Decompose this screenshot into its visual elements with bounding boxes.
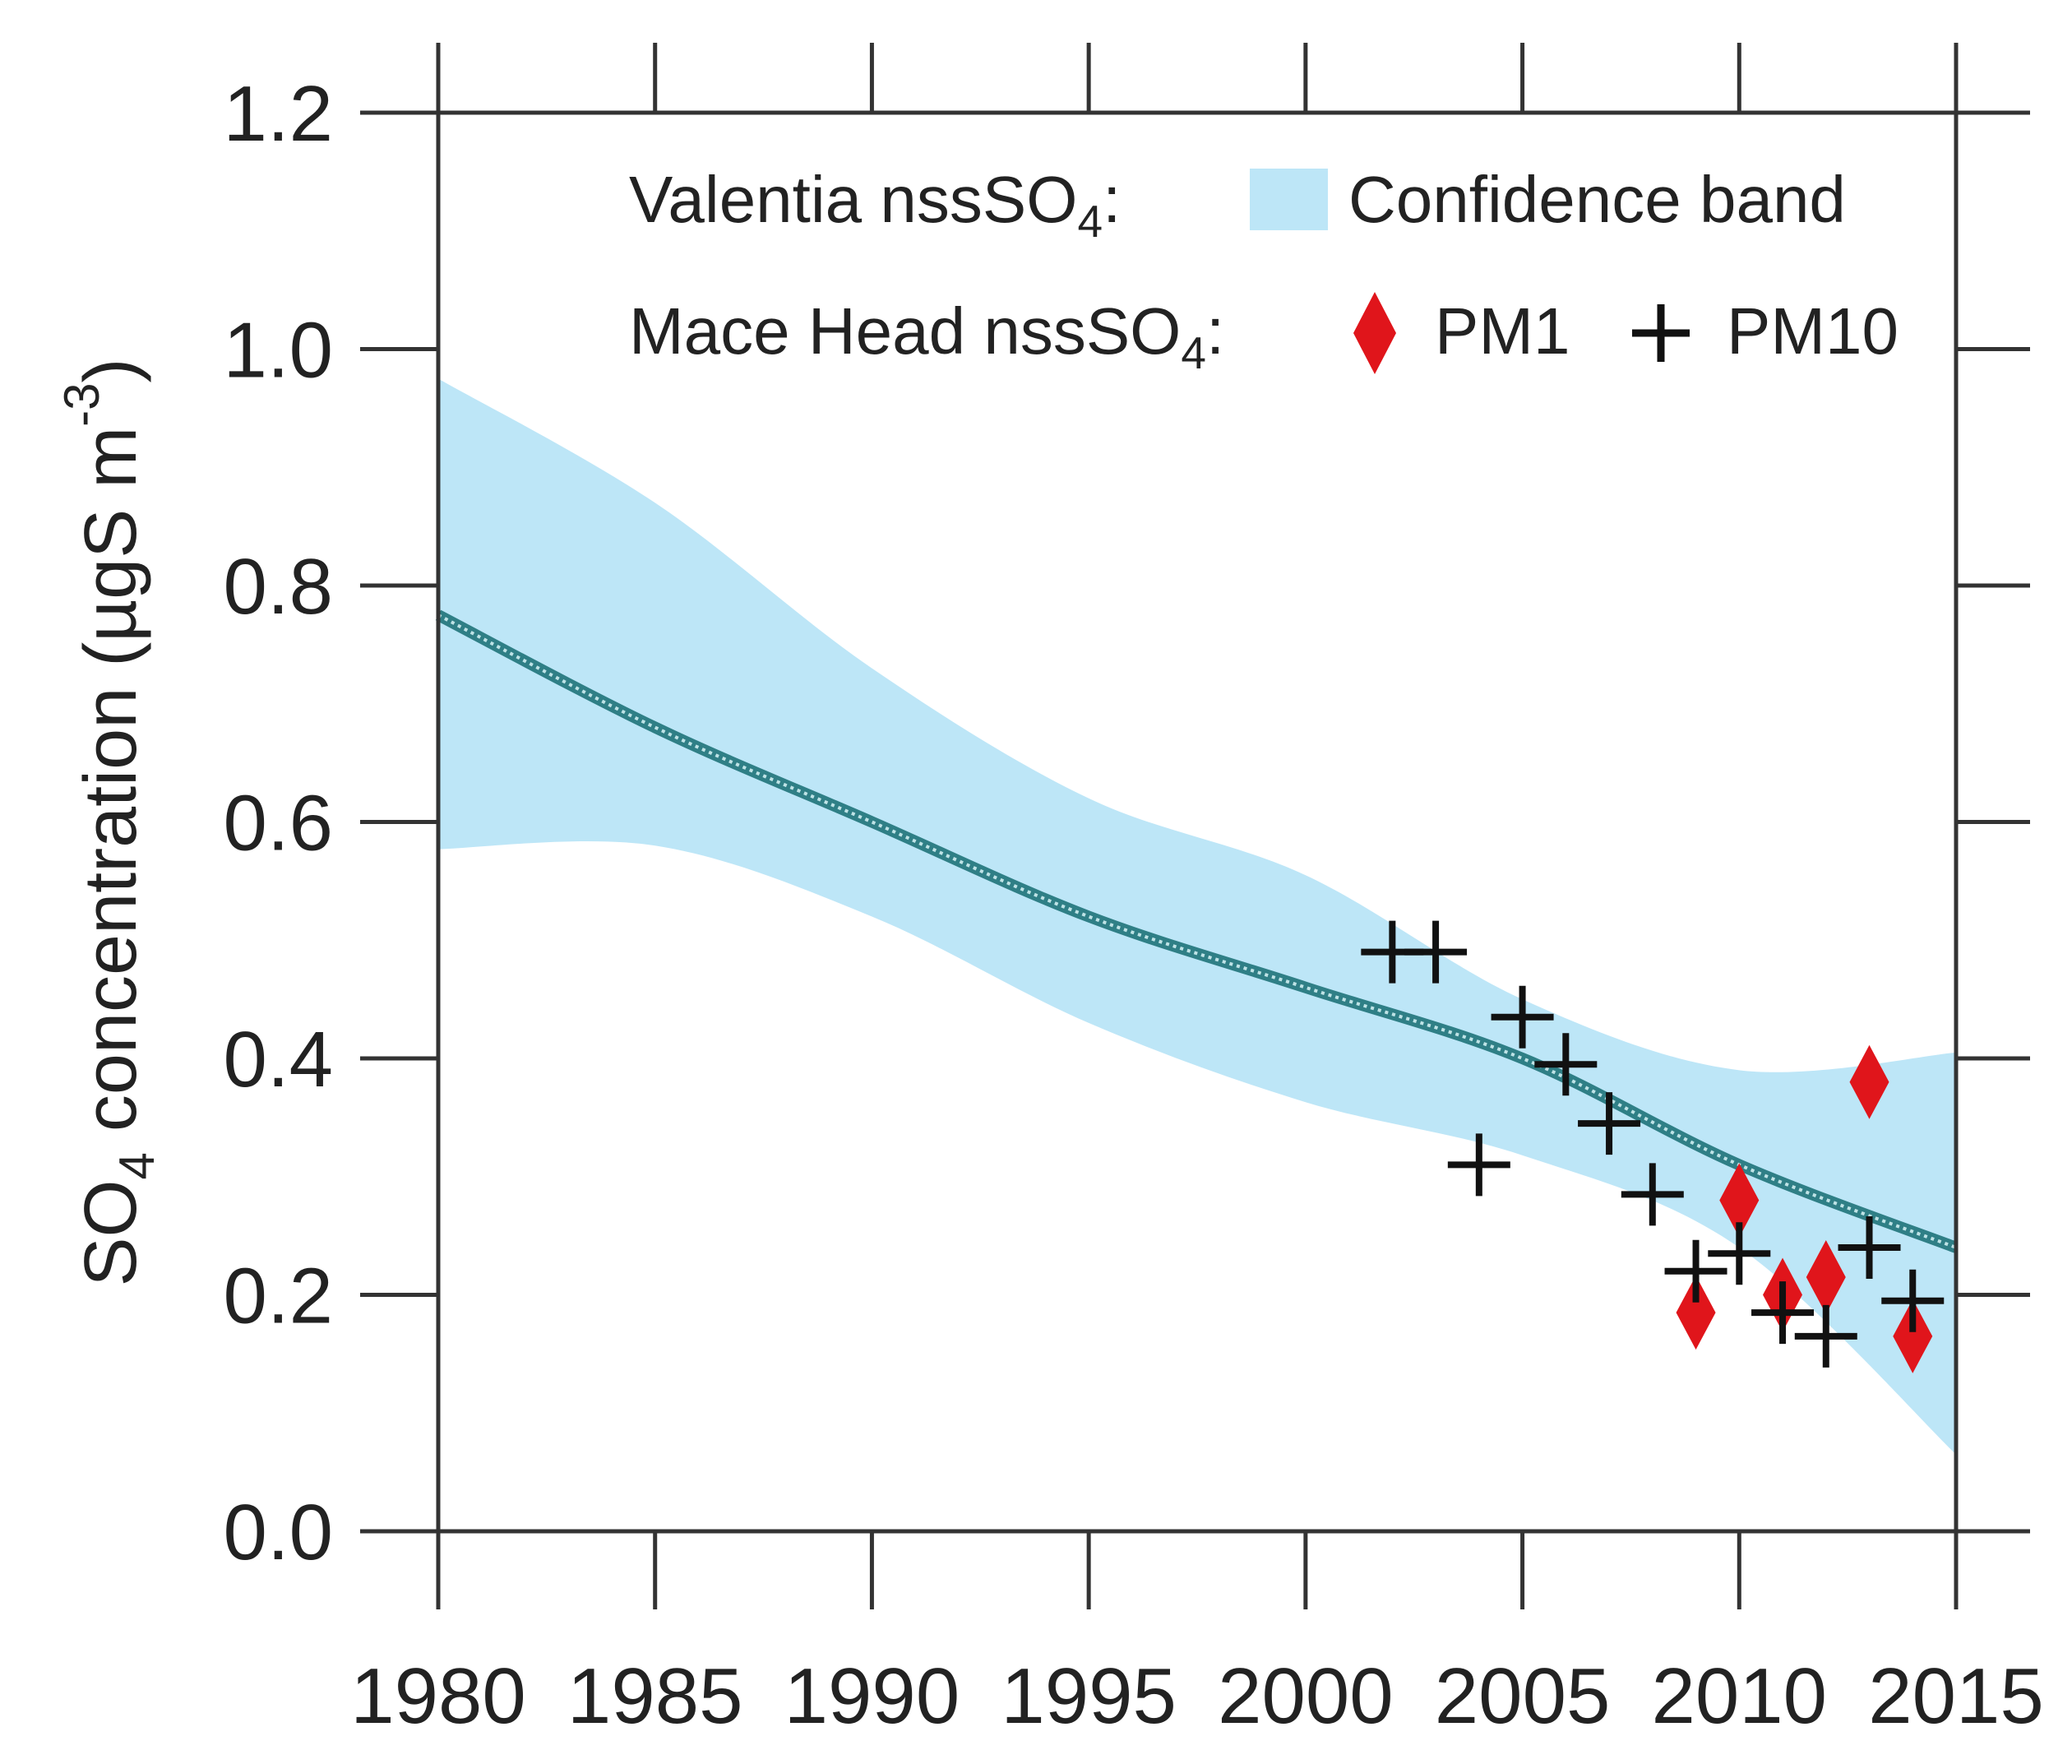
x-tick-label: 1995 — [1001, 1652, 1177, 1740]
pm10-point — [1708, 1222, 1771, 1285]
x-tick-label: 2015 — [1868, 1652, 2044, 1740]
y-tick-label: 1.0 — [224, 307, 333, 395]
x-tick-label: 2010 — [1652, 1652, 1828, 1740]
pm1-point — [1893, 1299, 1933, 1373]
trend-line-texture — [437, 613, 1957, 1249]
pm1-point — [1849, 1044, 1889, 1119]
y-tick-label: 0.4 — [224, 1016, 333, 1104]
x-tick-label: 1985 — [567, 1652, 743, 1740]
legend-pm10-plus-icon — [1632, 304, 1690, 362]
y-tick-label: 1.2 — [224, 70, 333, 158]
legend-valentia-label: Valentia nssSO4: — [629, 163, 1121, 247]
pm10-point — [1578, 1092, 1641, 1155]
legend-pm1-diamond-icon — [1353, 292, 1396, 374]
legend-pm10-label: PM10 — [1727, 294, 1899, 368]
y-tick-label: 0.6 — [224, 780, 333, 868]
y-tick-label: 0.0 — [224, 1489, 333, 1576]
confidence-band — [438, 378, 1956, 1455]
y-axis-label: SO4 concentration (µgS m-3) — [54, 358, 164, 1286]
pm1-point — [1676, 1276, 1716, 1350]
pm10-point — [1491, 985, 1554, 1049]
pm10-point — [1534, 1033, 1598, 1096]
legend: Valentia nssSO4: Confidence band Mace He… — [629, 163, 1899, 378]
pm10-point — [1664, 1239, 1727, 1303]
pm10-point — [1447, 1133, 1510, 1197]
legend-band-swatch — [1250, 169, 1328, 230]
x-tick-label: 2000 — [1218, 1652, 1394, 1740]
pm10-point — [1404, 920, 1468, 984]
pm10-point — [1881, 1269, 1945, 1332]
y-tick-label: 0.8 — [224, 543, 333, 631]
y-tick-label: 0.2 — [224, 1252, 333, 1340]
x-tick-label: 2005 — [1435, 1652, 1611, 1740]
pm10-point — [1621, 1163, 1684, 1226]
legend-band-label: Confidence band — [1348, 163, 1846, 236]
pm1-point — [1806, 1239, 1846, 1314]
pm10-point — [1751, 1281, 1815, 1345]
pm1-point — [1719, 1163, 1760, 1238]
x-tick-label: 1980 — [350, 1652, 526, 1740]
x-tick-label: 1990 — [784, 1652, 960, 1740]
legend-pm1-label: PM1 — [1435, 294, 1570, 368]
pm10-point — [1838, 1216, 1901, 1279]
pm10-point — [1794, 1304, 1857, 1368]
legend-macehead-label: Mace Head nssSO4: — [629, 294, 1224, 378]
